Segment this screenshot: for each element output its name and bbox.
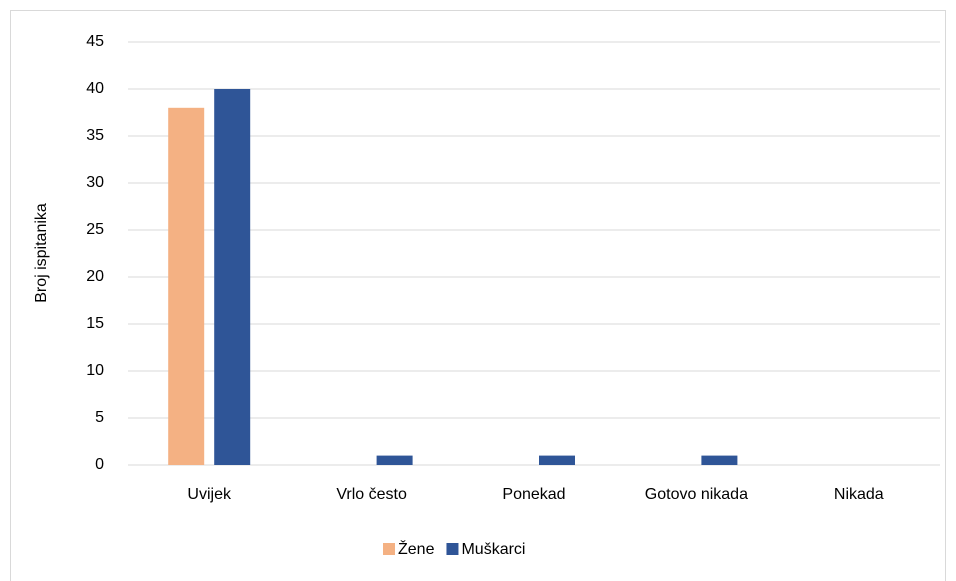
- chart-frame: [10, 10, 946, 581]
- y-tick-label: 25: [86, 221, 104, 238]
- x-tick-label: Nikada: [834, 486, 884, 503]
- bar: [701, 455, 738, 465]
- legend-label: Žene: [398, 539, 435, 558]
- bar: [539, 455, 575, 465]
- legend-swatch: [446, 543, 459, 555]
- x-tick-label: Ponekad: [502, 486, 565, 503]
- y-tick-label: 20: [86, 268, 104, 285]
- y-tick-label: 35: [86, 127, 104, 144]
- y-tick-label: 10: [86, 362, 104, 379]
- bar: [214, 89, 251, 465]
- legend-swatch: [383, 543, 395, 555]
- x-tick-label: Gotovo nikada: [645, 486, 748, 503]
- bar: [168, 107, 205, 466]
- y-tick-label: 15: [86, 315, 104, 332]
- x-tick-label: Uvijek: [187, 486, 232, 503]
- x-tick-label: Vrlo često: [336, 486, 407, 503]
- y-tick-label: 5: [95, 409, 104, 426]
- y-tick-label: 45: [86, 33, 104, 50]
- y-tick-label: 30: [86, 174, 104, 191]
- y-axis-label: Broj ispitanika: [33, 203, 50, 303]
- bar: [376, 455, 413, 465]
- y-tick-label: 40: [86, 80, 104, 97]
- y-tick-label: 0: [95, 456, 104, 473]
- legend-label: Muškarci: [461, 541, 525, 558]
